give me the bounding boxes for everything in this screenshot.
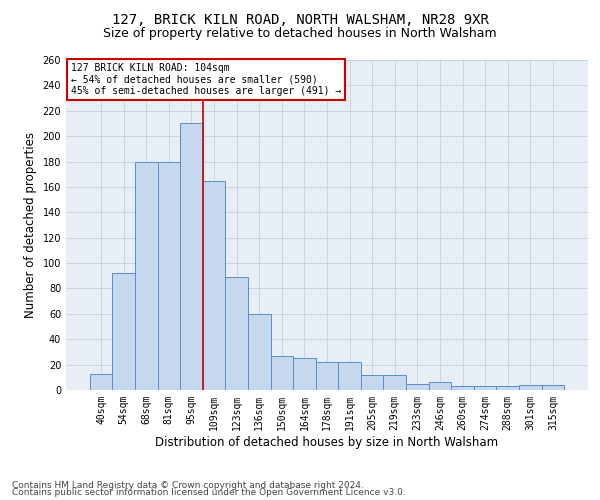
Bar [542,385,564,390]
Bar [316,362,338,390]
Bar [406,384,428,390]
Bar [293,358,316,390]
Bar [428,382,451,390]
Bar [180,124,203,390]
Bar [474,386,496,390]
Y-axis label: Number of detached properties: Number of detached properties [24,132,37,318]
Bar [519,385,542,390]
Text: Contains HM Land Registry data © Crown copyright and database right 2024.: Contains HM Land Registry data © Crown c… [12,480,364,490]
Bar [203,180,226,390]
Bar [158,162,180,390]
Text: Size of property relative to detached houses in North Walsham: Size of property relative to detached ho… [103,28,497,40]
Text: 127, BRICK KILN ROAD, NORTH WALSHAM, NR28 9XR: 127, BRICK KILN ROAD, NORTH WALSHAM, NR2… [112,12,488,26]
Bar [90,374,112,390]
Bar [338,362,361,390]
Bar [112,273,135,390]
Bar [361,375,383,390]
Bar [451,386,474,390]
Bar [496,386,519,390]
Bar [135,162,158,390]
Bar [383,375,406,390]
Text: Contains public sector information licensed under the Open Government Licence v3: Contains public sector information licen… [12,488,406,497]
Bar [248,314,271,390]
Bar [271,356,293,390]
Bar [226,277,248,390]
X-axis label: Distribution of detached houses by size in North Walsham: Distribution of detached houses by size … [155,436,499,448]
Text: 127 BRICK KILN ROAD: 104sqm
← 54% of detached houses are smaller (590)
45% of se: 127 BRICK KILN ROAD: 104sqm ← 54% of det… [71,64,341,96]
